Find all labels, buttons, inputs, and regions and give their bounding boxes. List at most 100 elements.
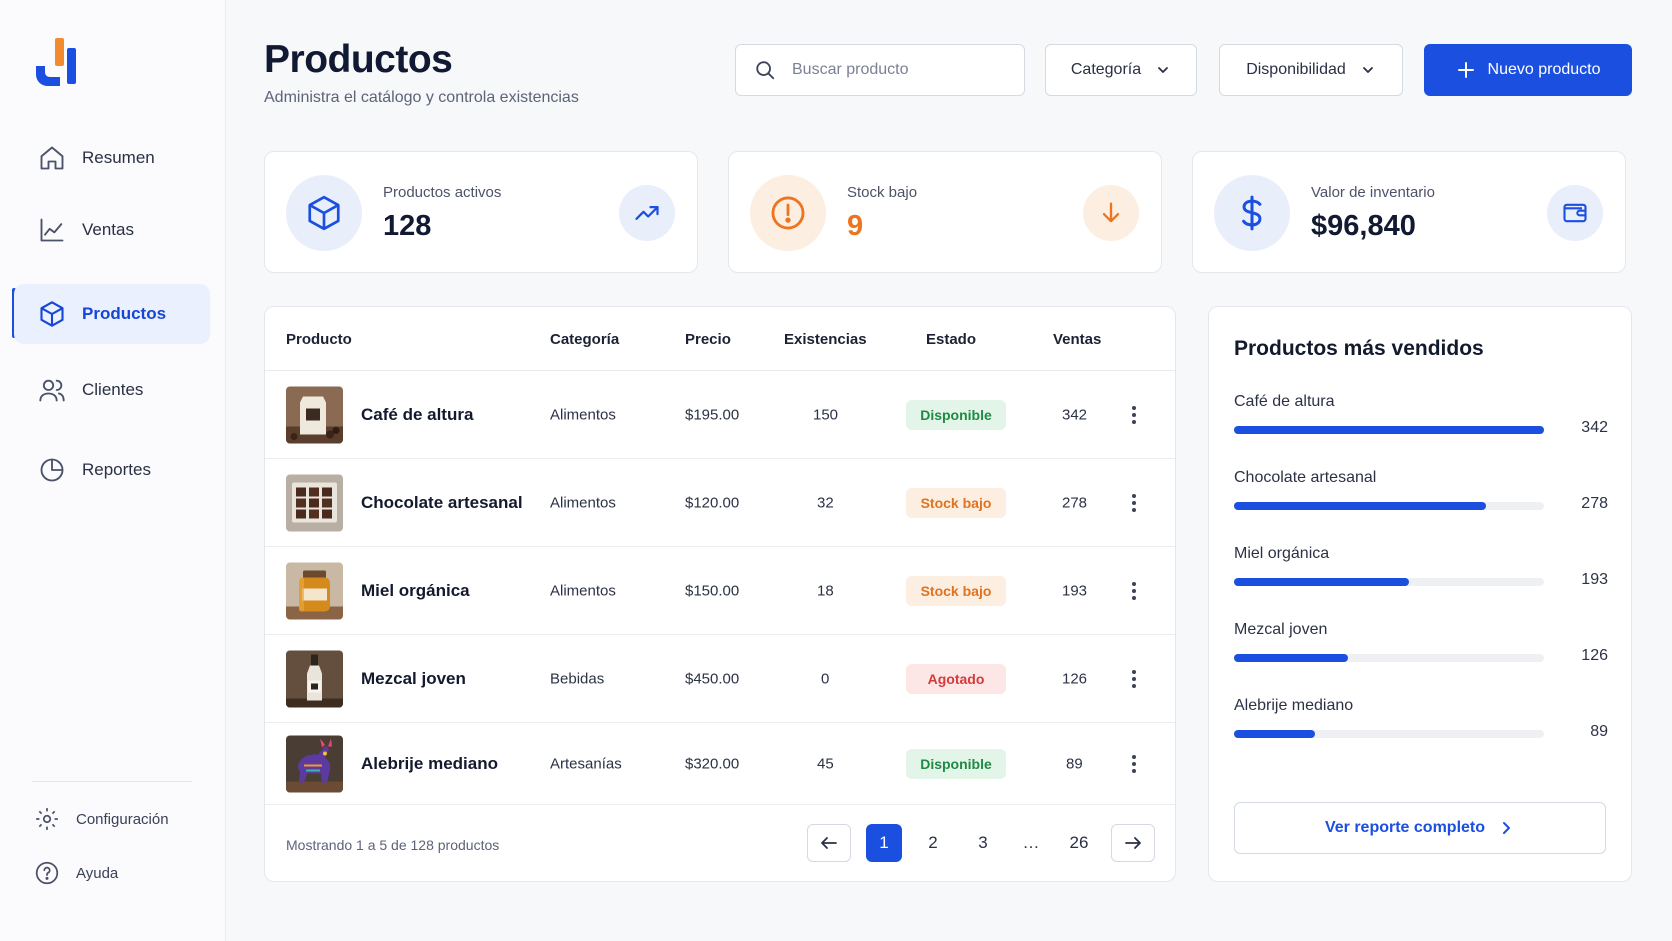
top-seller-bar-fill xyxy=(1234,426,1544,434)
gear-icon xyxy=(34,806,60,832)
pagination-summary: Mostrando 1 a 5 de 128 productos xyxy=(286,837,500,853)
sidebar-item-ventas[interactable]: Ventas xyxy=(14,200,210,260)
stat-label: Stock bajo xyxy=(847,184,918,201)
top-seller-bar-track xyxy=(1234,578,1544,586)
sidebar-item-ayuda[interactable]: Ayuda xyxy=(34,860,118,886)
sidebar-item-clientes[interactable]: Clientes xyxy=(14,360,210,420)
arrow-down-icon xyxy=(1097,199,1125,227)
top-seller-item: Café de altura 342 xyxy=(1234,393,1608,453)
product-name[interactable]: Café de altura xyxy=(361,405,474,424)
product-stock: 32 xyxy=(817,494,834,512)
product-thumbnail-alebrije-figure xyxy=(286,735,343,793)
sidebar-item-configuracion[interactable]: Configuración xyxy=(34,806,169,832)
column-header-sales[interactable]: Ventas xyxy=(1053,331,1102,348)
top-seller-label: Chocolate artesanal xyxy=(1234,469,1377,486)
category-filter[interactable]: Categoría xyxy=(1045,44,1197,96)
product-category: Artesanías xyxy=(550,755,622,773)
table-row[interactable]: Mezcal joven Bebidas $450.00 0 Agotado 1… xyxy=(265,635,1175,723)
search-input[interactable] xyxy=(792,61,1002,79)
product-category: Bebidas xyxy=(550,670,605,688)
stat-trend-badge xyxy=(1547,185,1603,241)
pagination-page-1[interactable]: 1 xyxy=(866,824,902,862)
table-row[interactable]: Miel orgánica Alimentos $150.00 18 Stock… xyxy=(265,547,1175,635)
sidebar-item-label: Resumen xyxy=(82,148,155,167)
product-name[interactable]: Chocolate artesanal xyxy=(361,493,523,512)
product-price: $150.00 xyxy=(685,582,740,600)
top-sellers-card: Productos más vendidos Café de altura 34… xyxy=(1208,306,1632,882)
row-menu-icon[interactable] xyxy=(1127,580,1141,602)
plus-icon xyxy=(1456,60,1476,80)
top-seller-bar-fill xyxy=(1234,730,1315,738)
top-seller-bar-track xyxy=(1234,730,1544,738)
stat-card-low-stock: Stock bajo 9 xyxy=(728,151,1162,273)
sidebar-item-resumen[interactable]: Resumen xyxy=(14,128,210,188)
full-report-label: Ver reporte completo xyxy=(1324,819,1486,836)
status-badge: Stock bajo xyxy=(906,488,1006,518)
stat-value: 128 xyxy=(383,210,432,242)
product-thumbnail-mezcal-bottle xyxy=(286,650,343,708)
top-seller-item: Miel orgánica 193 xyxy=(1234,545,1608,605)
column-header-stock[interactable]: Existencias xyxy=(784,331,867,348)
product-name[interactable]: Alebrije mediano xyxy=(361,754,498,773)
product-name[interactable]: Miel orgánica xyxy=(361,581,470,600)
row-divider xyxy=(265,634,1175,635)
row-menu-icon[interactable] xyxy=(1127,492,1141,514)
top-seller-value: 193 xyxy=(1581,571,1608,588)
stat-icon-circle xyxy=(750,175,826,251)
product-price: $320.00 xyxy=(685,755,740,773)
status-badge: Disponible xyxy=(906,749,1006,779)
product-name[interactable]: Mezcal joven xyxy=(361,669,466,688)
column-header-status[interactable]: Estado xyxy=(926,331,977,348)
new-product-button[interactable]: Nuevo producto xyxy=(1424,44,1632,96)
chevron-right-icon xyxy=(1497,819,1515,837)
stat-label: Productos activos xyxy=(383,184,502,201)
table-row[interactable]: Alebrije mediano Artesanías $320.00 45 D… xyxy=(265,723,1175,805)
app-logo[interactable] xyxy=(32,36,82,88)
top-seller-label: Mezcal joven xyxy=(1234,621,1328,638)
column-header-price[interactable]: Precio xyxy=(685,331,731,348)
product-sales: 278 xyxy=(1062,494,1088,512)
sidebar-item-productos[interactable]: Productos xyxy=(14,284,210,344)
page-subtitle: Administra el catálogo y controla existe… xyxy=(264,89,579,106)
product-category: Alimentos xyxy=(550,406,616,424)
column-header-product[interactable]: Producto xyxy=(286,331,352,348)
stat-icon-circle xyxy=(1214,175,1290,251)
row-menu-icon[interactable] xyxy=(1127,668,1141,690)
pagination-page-26[interactable]: 26 xyxy=(1069,833,1089,852)
pagination-prev-button[interactable] xyxy=(807,824,851,862)
product-category: Alimentos xyxy=(550,582,616,600)
search-box[interactable] xyxy=(735,44,1025,96)
table-row[interactable]: Café de altura Alimentos $195.00 150 Dis… xyxy=(265,371,1175,459)
row-menu-icon[interactable] xyxy=(1127,404,1141,426)
top-seller-bar-track xyxy=(1234,426,1544,434)
arrow-left-icon xyxy=(819,833,839,853)
stat-value: 9 xyxy=(847,210,864,242)
pagination-page-2[interactable]: 2 xyxy=(928,833,938,852)
product-sales: 193 xyxy=(1062,582,1088,600)
top-seller-item: Alebrije mediano 89 xyxy=(1234,697,1608,757)
top-seller-value: 342 xyxy=(1581,419,1608,436)
users-icon xyxy=(38,376,66,404)
availability-filter-label: Disponibilidad xyxy=(1246,61,1346,78)
column-header-category[interactable]: Categoría xyxy=(550,331,620,348)
row-divider xyxy=(265,804,1175,805)
availability-filter[interactable]: Disponibilidad xyxy=(1219,44,1403,96)
top-seller-bar-fill xyxy=(1234,502,1486,510)
full-report-button[interactable]: Ver reporte completo xyxy=(1234,802,1606,854)
pagination-next-button[interactable] xyxy=(1111,824,1155,862)
product-category: Alimentos xyxy=(550,494,616,512)
product-stock: 0 xyxy=(821,670,830,688)
products-table: Producto Categoría Precio Existencias Es… xyxy=(264,306,1176,882)
search-icon xyxy=(754,59,776,81)
top-seller-value: 278 xyxy=(1581,495,1608,512)
top-sellers-title: Productos más vendidos xyxy=(1234,337,1484,360)
pagination-page-3[interactable]: 3 xyxy=(978,833,988,852)
status-badge: Disponible xyxy=(906,400,1006,430)
row-menu-icon[interactable] xyxy=(1127,753,1141,775)
new-product-label: Nuevo producto xyxy=(1487,61,1601,78)
product-thumbnail-coffee-bag xyxy=(286,386,343,444)
alert-icon xyxy=(769,194,807,232)
sidebar-item-reportes[interactable]: Reportes xyxy=(14,440,210,500)
table-row[interactable]: Chocolate artesanal Alimentos $120.00 32… xyxy=(265,459,1175,547)
top-seller-bar-track xyxy=(1234,654,1544,662)
